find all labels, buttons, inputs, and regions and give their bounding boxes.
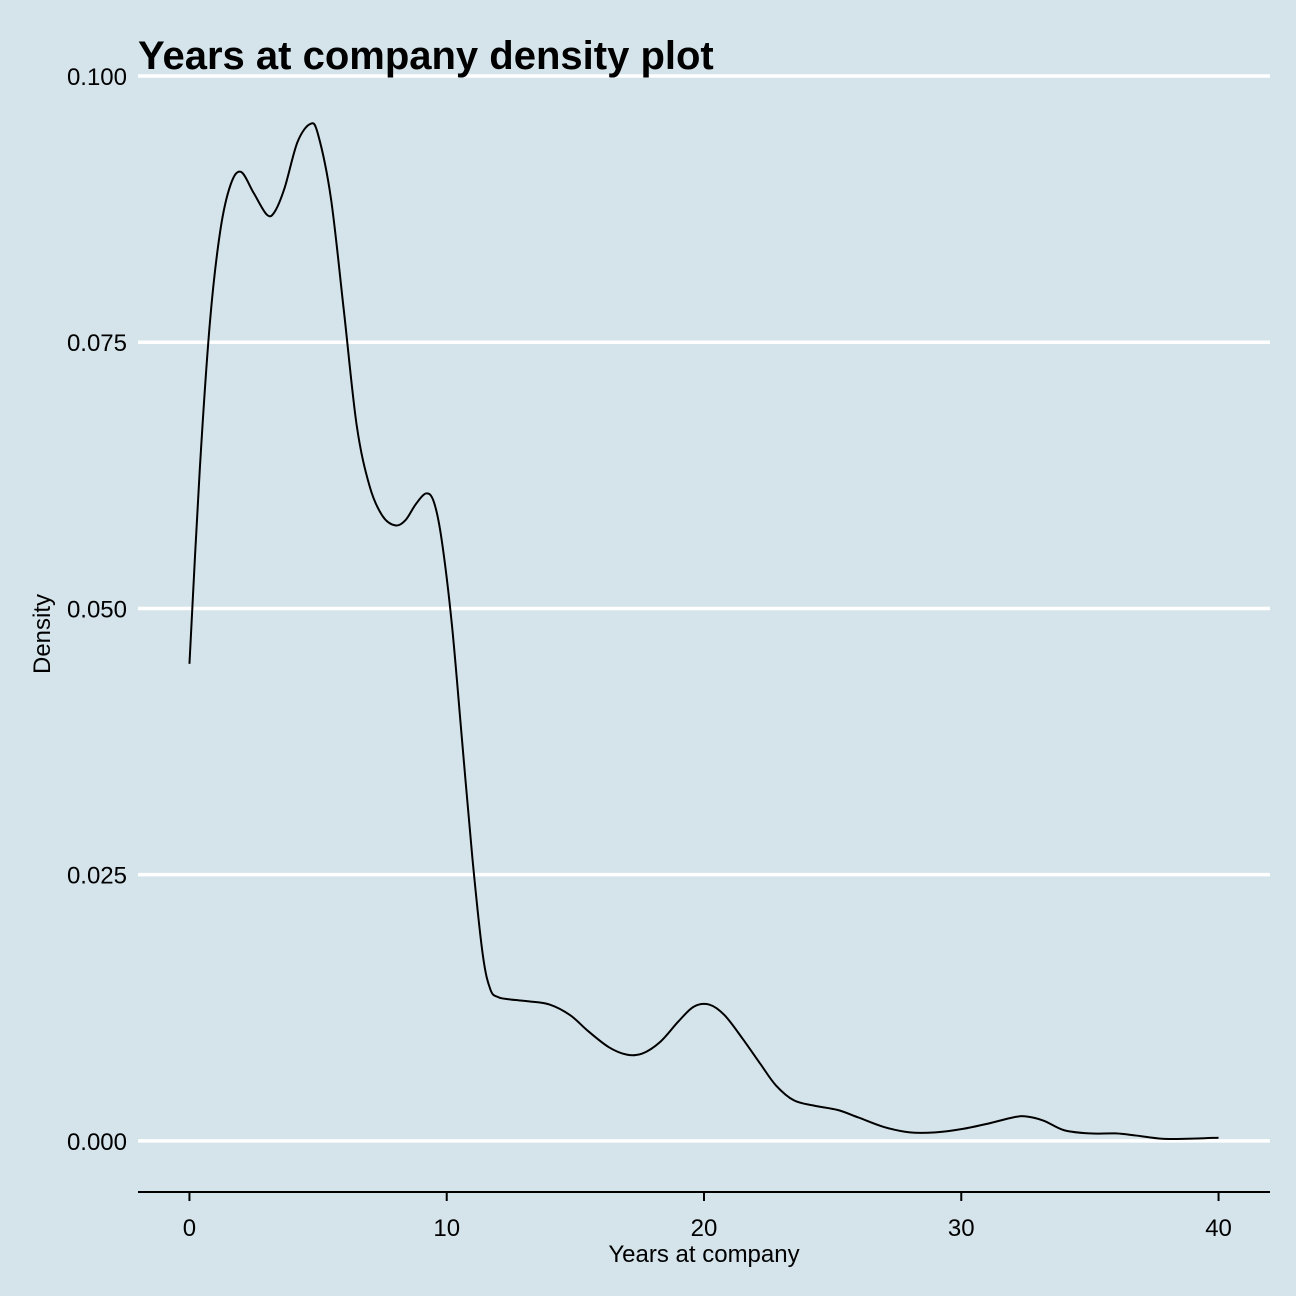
y-tick-label: 0.050: [67, 596, 127, 623]
y-tick-label: 0.100: [67, 64, 127, 91]
x-tick-label: 20: [691, 1215, 718, 1242]
x-tick-label: 10: [433, 1215, 460, 1242]
y-axis-title: Density: [29, 594, 56, 674]
gridlines: [138, 74, 1270, 1143]
x-axis-title: Years at company: [608, 1241, 799, 1268]
y-tick-label: 0.075: [67, 330, 127, 357]
density-series: [188, 122, 1219, 1141]
x-axis: 0 10 20 30 40: [138, 1191, 1270, 1242]
density-line: [188, 122, 1219, 1141]
x-tick-label: 40: [1205, 1215, 1232, 1242]
chart-title: Years at company density plot: [138, 34, 714, 78]
y-tick-label: 0.025: [67, 863, 127, 890]
y-axis-tick-labels: 0.000 0.025 0.050 0.075 0.100: [67, 64, 127, 1156]
x-tick-label: 0: [183, 1215, 196, 1242]
y-tick-label: 0.000: [67, 1129, 127, 1156]
x-tick-label: 30: [948, 1215, 975, 1242]
